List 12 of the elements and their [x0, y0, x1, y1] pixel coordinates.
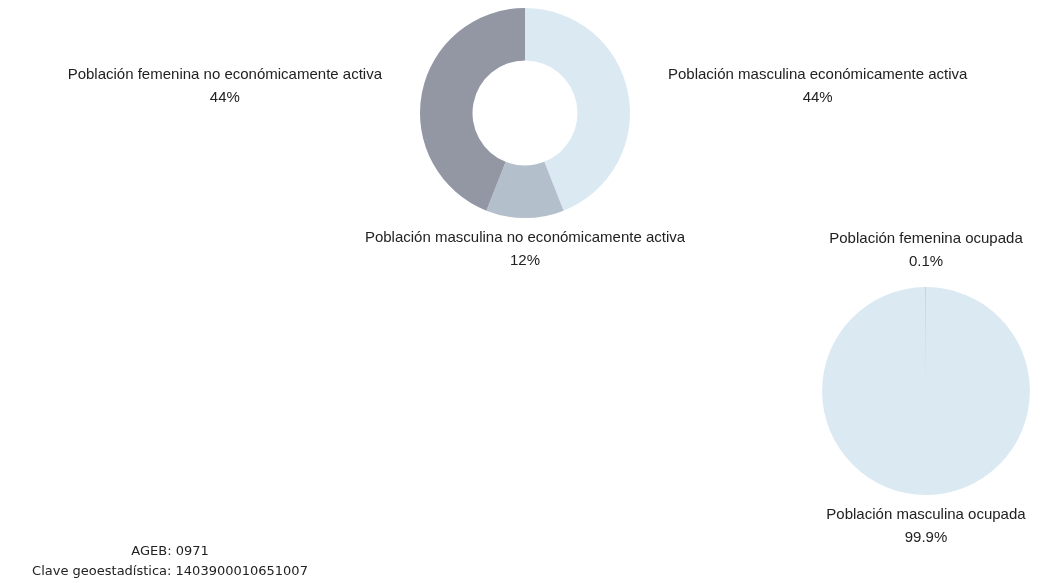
slice-label: Población femenina ocupada [829, 229, 1024, 247]
data-label: 44% [209, 88, 240, 106]
slice-label: Población masculina económicamente activa [668, 65, 968, 83]
slice-label: Población masculina ocupada [826, 505, 1027, 523]
data-label: 0.1% [908, 252, 944, 270]
text: AGEB: 0971 [130, 542, 210, 560]
data-label: 12% [509, 251, 541, 269]
slice-label: Población femenina no económicamente activa [67, 65, 383, 83]
data-label: 99.9% [904, 528, 948, 546]
text: Clave geoestadística: 1403900010651007 [31, 562, 309, 580]
slice-label: Población masculina no económicamente activa [364, 228, 686, 246]
data-label: 44% [802, 88, 833, 106]
